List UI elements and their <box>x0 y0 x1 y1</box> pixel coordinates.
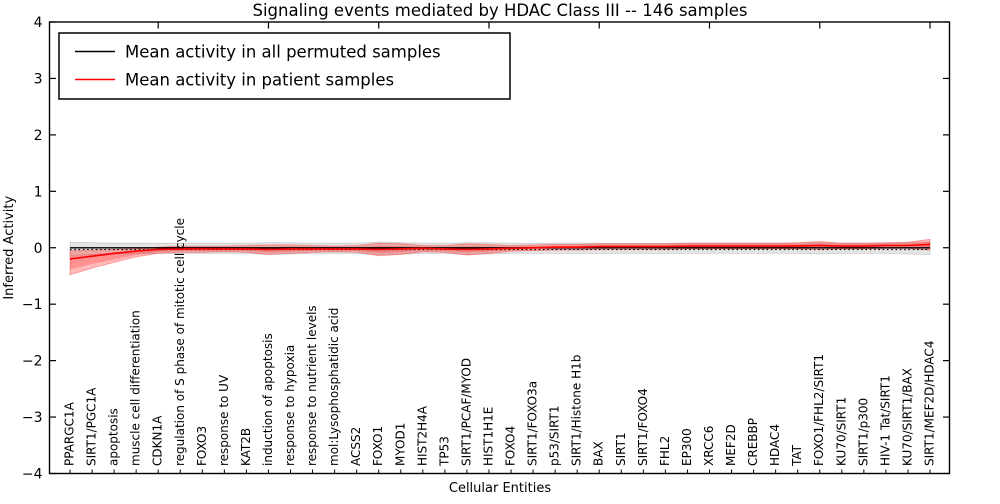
y-tick-label: −1 <box>22 297 43 313</box>
x-tick-label: XRCC6 <box>702 426 716 466</box>
x-tick-label: SIRT1/Histone H1b <box>570 355 584 466</box>
y-tick-label: 2 <box>34 128 43 144</box>
x-tick-label: FHL2 <box>658 436 672 466</box>
x-tick-label: SIRT1/FOXO4 <box>636 388 650 466</box>
y-tick-label: 3 <box>34 71 43 87</box>
x-tick-label: HIST2H4A <box>415 405 429 466</box>
x-tick-label: MYOD1 <box>393 423 407 466</box>
x-tick-label: FOXO1 <box>371 426 385 466</box>
legend-patient-label: Mean activity in patient samples <box>125 71 394 90</box>
x-tick-label: HIST1H1E <box>481 407 495 466</box>
x-axis-label: Cellular Entities <box>449 481 551 496</box>
x-tick-label: FOXO4 <box>504 426 518 466</box>
y-tick-label: −4 <box>22 467 43 483</box>
x-tick-label: ACSS2 <box>349 427 363 466</box>
x-tick-label: TP53 <box>437 436 451 467</box>
x-tick-label: HIV-1 Tat/SIRT1 <box>878 375 892 466</box>
x-tick-label: MEF2D <box>724 424 738 466</box>
x-tick-label: TAT <box>790 444 804 467</box>
x-tick-label: SIRT1/PGC1A <box>85 387 99 466</box>
legend-frame <box>58 32 511 100</box>
x-tick-label: response to hypoxia <box>283 345 297 466</box>
chart-title: Signaling events mediated by HDAC Class … <box>252 1 747 20</box>
x-tick-label: FOXO1/FHL2/SIRT1 <box>812 354 826 466</box>
x-tick-label: p53/SIRT1 <box>548 405 562 466</box>
patient-mean-line <box>69 243 931 260</box>
x-tick-label: SIRT1/MEF2D/HDAC4 <box>923 341 937 466</box>
x-tick-label: CREBBP <box>746 418 760 466</box>
x-tick-labels: PPARGC1A SIRT1/PGC1A apoptosis muscle cell … <box>63 218 937 467</box>
x-tick-label: KAT2B <box>239 428 253 466</box>
x-tick-label: induction of apoptosis <box>261 333 275 466</box>
y-tick-label: −2 <box>22 354 43 370</box>
y-tick-label: 1 <box>34 184 43 200</box>
confidence-bands <box>69 238 931 276</box>
x-tick-label: PPARGC1A <box>63 401 77 466</box>
x-tick-label: response to nutrient levels <box>305 305 319 466</box>
x-tick-label: EP300 <box>680 428 694 466</box>
x-tick-label: mol:Lysophosphatidic acid <box>327 308 341 466</box>
y-axis-label: Inferred Activity <box>2 196 17 300</box>
x-tick-label: KU70/SIRT1 <box>834 397 848 466</box>
x-tick-label: SIRT1 <box>614 432 628 466</box>
x-tick-label: apoptosis <box>107 408 121 466</box>
y-tick-labels: 4 3 2 1 0 −1 −2 −3 −4 <box>22 15 43 483</box>
x-tick-label: SIRT1/FOXO3a <box>526 381 540 466</box>
axis-ticks <box>49 21 950 475</box>
y-tick-label: 4 <box>34 15 43 31</box>
x-tick-label: BAX <box>592 441 606 466</box>
x-tick-label: muscle cell differentiation <box>129 310 143 466</box>
y-tick-label: −3 <box>22 410 43 426</box>
x-tick-label: FOXO3 <box>195 426 209 466</box>
legend: Mean activity in all permuted samples Me… <box>58 32 511 100</box>
x-tick-label: HDAC4 <box>768 424 782 466</box>
x-tick-label: SIRT1/PCAF/MYOD <box>459 358 473 466</box>
x-tick-label: response to UV <box>217 374 231 466</box>
y-tick-label: 0 <box>34 241 43 257</box>
x-tick-label: regulation of S phase of mitotic cell cy… <box>173 218 187 466</box>
legend-permuted-label: Mean activity in all permuted samples <box>125 43 441 62</box>
series-lines <box>69 243 931 260</box>
x-tick-label: KU70/SIRT1/BAX <box>900 368 914 466</box>
x-tick-label: CDKN1A <box>151 415 165 466</box>
x-tick-label: SIRT1/p300 <box>856 398 870 466</box>
